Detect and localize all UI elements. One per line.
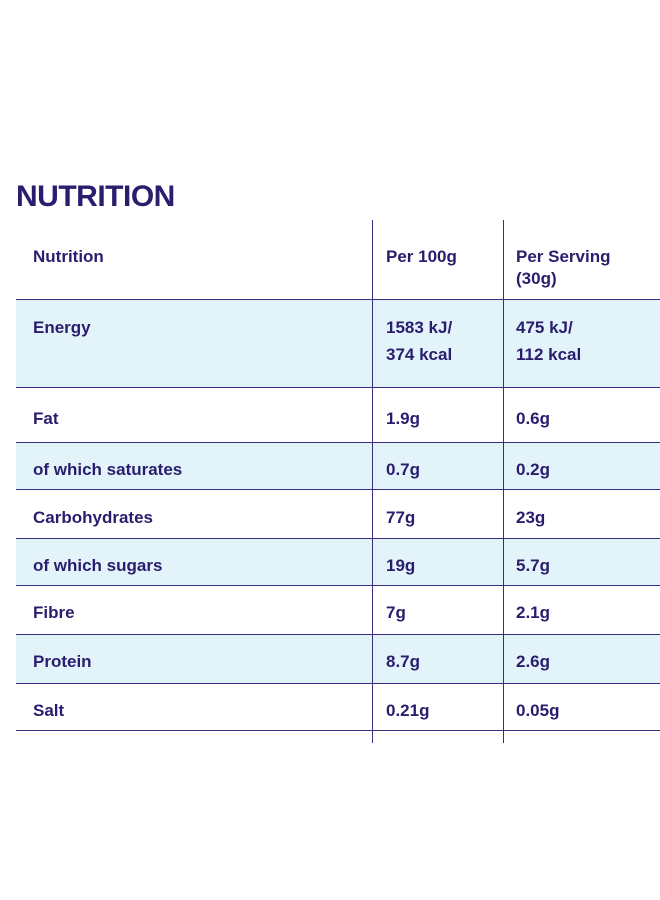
value-per-serving-line: 2.6g xyxy=(516,652,551,671)
value-per-100g: 0.7g xyxy=(372,443,503,489)
stub-line xyxy=(372,731,503,743)
nutrient-name: Salt xyxy=(33,701,65,720)
value-per-100g: 7g xyxy=(372,586,503,634)
value-per-100g: 8.7g xyxy=(372,635,503,683)
value-per-serving: 0.2g xyxy=(503,443,660,489)
page-title: NUTRITION xyxy=(16,180,175,213)
header-per-serving-line2: (30g) xyxy=(516,269,557,288)
nutrient-name: Fat xyxy=(33,409,59,428)
header-nutrition-label: Nutrition xyxy=(33,247,104,266)
table-row: of which sugars 19g 5.7g xyxy=(16,539,660,586)
value-per-100g-line: 19g xyxy=(386,556,416,575)
table-header-row: Nutrition Per 100g Per Serving (30g) xyxy=(16,220,660,300)
value-per-100g: 1.9g xyxy=(372,388,503,442)
table-row: of which saturates 0.7g 0.2g xyxy=(16,443,660,490)
value-per-100g: 19g xyxy=(372,539,503,585)
value-per-100g-line: 8.7g xyxy=(386,652,421,671)
value-per-serving: 0.05g xyxy=(503,684,660,730)
header-per-serving-line1: Per Serving xyxy=(516,247,611,266)
value-per-100g: 77g xyxy=(372,490,503,538)
nutrient-name: of which sugars xyxy=(33,556,163,575)
value-per-serving-line: 0.2g xyxy=(516,460,551,479)
table-row: Fibre 7g 2.1g xyxy=(16,586,660,635)
header-nutrition: Nutrition xyxy=(16,220,372,299)
table-row: Energy 1583 kJ/374 kcal 475 kJ/112 kcal xyxy=(16,300,660,388)
value-per-100g-line: 1583 kJ/ xyxy=(386,318,453,337)
value-per-100g-line: 1.9g xyxy=(386,409,421,428)
value-per-serving-line: 112 kcal xyxy=(516,345,582,364)
value-per-serving-line: 23g xyxy=(516,508,546,527)
nutrient-name: Energy xyxy=(33,318,91,337)
table-row: Fat 1.9g 0.6g xyxy=(16,388,660,443)
value-per-serving-line: 0.6g xyxy=(516,409,551,428)
value-per-100g: 1583 kJ/374 kcal xyxy=(372,300,503,387)
header-per-serving: Per Serving (30g) xyxy=(503,220,660,299)
nutrient-name: Carbohydrates xyxy=(33,508,153,527)
value-per-serving: 0.6g xyxy=(503,388,660,442)
value-per-100g: 0.21g xyxy=(372,684,503,730)
table-row: Protein 8.7g 2.6g xyxy=(16,635,660,684)
value-per-100g-line: 7g xyxy=(386,603,406,622)
value-per-serving-line: 2.1g xyxy=(516,603,551,622)
nutrient-name: Protein xyxy=(33,652,92,671)
value-per-serving-line: 5.7g xyxy=(516,556,551,575)
value-per-100g-line: 0.21g xyxy=(386,701,430,720)
value-per-serving: 2.6g xyxy=(503,635,660,683)
value-per-serving: 23g xyxy=(503,490,660,538)
value-per-serving: 2.1g xyxy=(503,586,660,634)
value-per-100g-line: 77g xyxy=(386,508,416,527)
value-per-serving-line: 0.05g xyxy=(516,701,560,720)
header-per-100g: Per 100g xyxy=(372,220,503,299)
nutrient-name: of which saturates xyxy=(33,460,183,479)
value-per-100g-line: 0.7g xyxy=(386,460,421,479)
table-row: Carbohydrates 77g 23g xyxy=(16,490,660,539)
nutrition-table: Nutrition Per 100g Per Serving (30g) Ene… xyxy=(16,220,660,743)
nutrient-name: Fibre xyxy=(33,603,75,622)
table-row: Salt 0.21g 0.05g xyxy=(16,684,660,731)
header-per-100g-label: Per 100g xyxy=(386,247,457,266)
stub-line xyxy=(503,731,660,743)
table-bottom-stub xyxy=(16,731,660,743)
value-per-serving-line: 475 kJ/ xyxy=(516,318,573,337)
value-per-serving: 5.7g xyxy=(503,539,660,585)
value-per-serving: 475 kJ/112 kcal xyxy=(503,300,660,387)
value-per-100g-line: 374 kcal xyxy=(386,345,453,364)
